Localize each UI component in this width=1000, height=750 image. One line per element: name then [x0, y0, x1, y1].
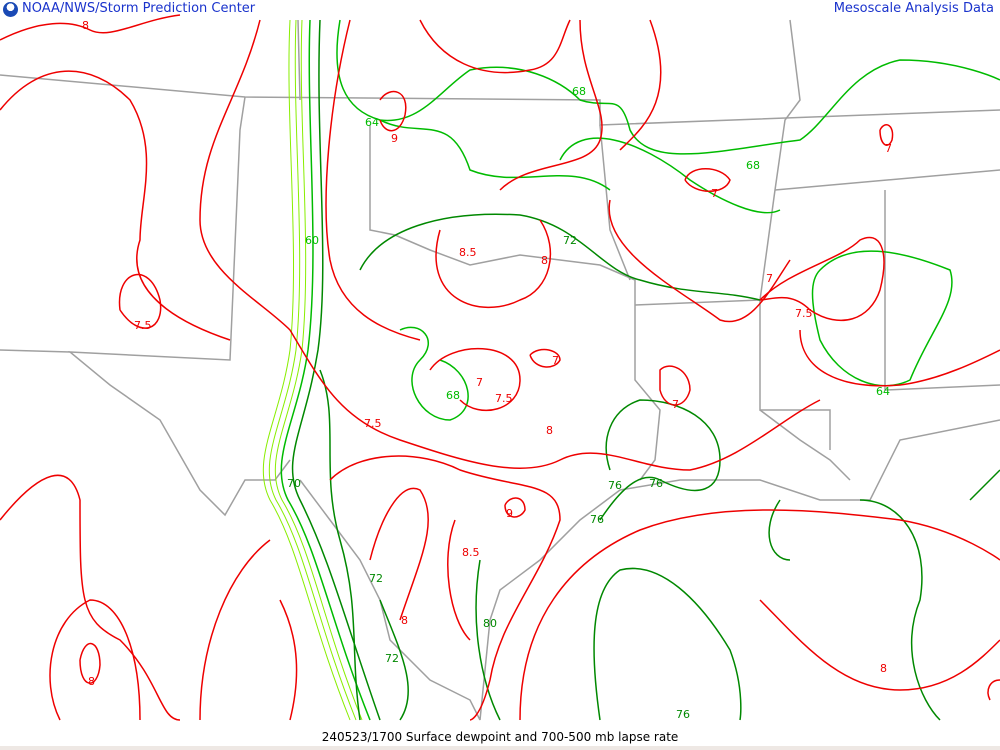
map-caption: 240523/1700 Surface dewpoint and 700-500… — [321, 730, 679, 744]
lapse-label: 7.5 — [495, 392, 513, 405]
lapse-label: 7 — [885, 142, 892, 155]
lapse-label: 8 — [541, 254, 548, 267]
state-borders — [0, 19, 1000, 721]
lapse-rate-labels: 8 9 7 7 8.5 8 7 7.5 7.5 7 7 7.5 7 7.5 8 … — [82, 19, 892, 688]
dewpoint-label: 76 — [676, 708, 690, 721]
lapse-label: 8 — [546, 424, 553, 437]
dewpoint-label: 64 — [365, 116, 379, 129]
lapse-label: 9 — [506, 507, 513, 520]
dewpoint-label: 68 — [446, 389, 460, 402]
dewpoint-label: 60 — [305, 234, 319, 247]
noaa-logo — [3, 2, 18, 17]
dewpoint-label: 72 — [563, 234, 577, 247]
dewpoint-labels: 64 68 68 72 60 68 64 76 76 76 72 72 80 7… — [287, 85, 890, 721]
header-left-title: NOAA/NWS/Storm Prediction Center — [22, 1, 256, 16]
dewpoint-label: 72 — [369, 572, 383, 585]
lapse-label: 7.5 — [134, 319, 152, 332]
lapse-label: 8 — [401, 614, 408, 627]
dewpoint-label: 70 — [287, 477, 301, 490]
lapse-label: 8.5 — [462, 546, 480, 559]
dewpoint-label: 80 — [483, 617, 497, 630]
dewpoint-label: 72 — [385, 652, 399, 665]
dewpoint-label: 76 — [590, 513, 604, 526]
lapse-label: 7 — [711, 187, 718, 200]
lapse-label: 8 — [82, 19, 89, 32]
header-right-title: Mesoscale Analysis Data — [833, 1, 994, 16]
lapse-label: 7 — [476, 376, 483, 389]
lapse-rate-contours — [0, 14, 1000, 721]
dewpoint-label: 68 — [746, 159, 760, 172]
bottom-bar — [0, 746, 1000, 750]
dewpoint-label: 68 — [572, 85, 586, 98]
dewpoint-label: 64 — [876, 385, 890, 398]
lapse-label: 8 — [880, 662, 887, 675]
lapse-label: 7.5 — [364, 417, 382, 430]
dewpoint-label: 76 — [608, 479, 622, 492]
lapse-label: 9 — [391, 132, 398, 145]
lapse-label: 7 — [766, 272, 773, 285]
lapse-label: 8.5 — [459, 246, 477, 259]
lapse-label: 7 — [552, 354, 559, 367]
lapse-label: 7.5 — [795, 307, 813, 320]
lapse-label: 7 — [672, 398, 679, 411]
dewpoint-label: 76 — [649, 477, 663, 490]
lapse-label: 8 — [88, 675, 95, 688]
contour-labels: 8 9 7 7 8.5 8 7 7.5 7.5 7 7 7.5 7 7.5 8 … — [82, 19, 892, 721]
